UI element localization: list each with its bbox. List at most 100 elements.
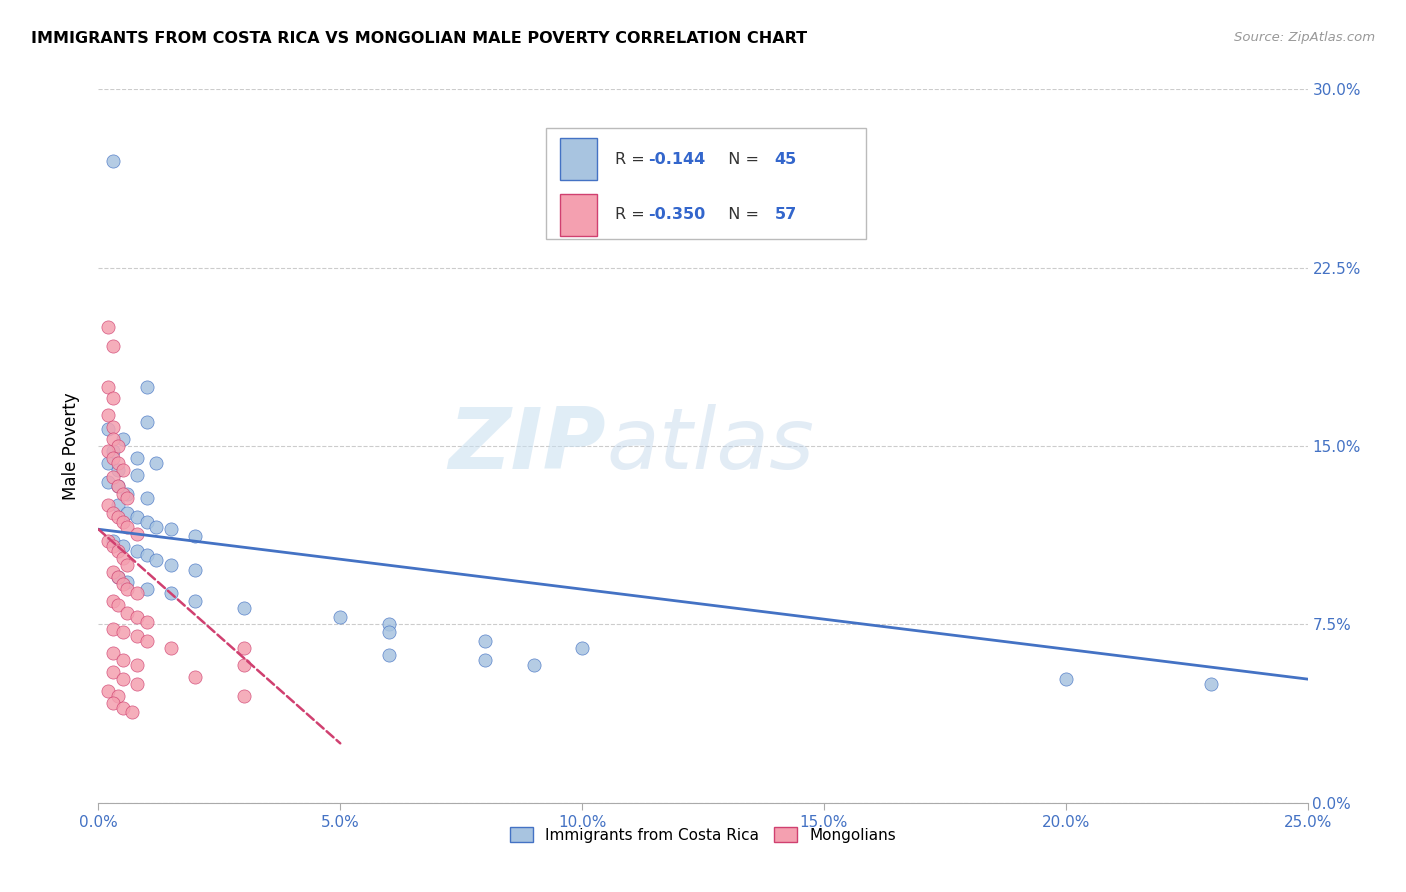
Point (160, 586, 183, 600)
Point (121, 706, 143, 720)
Point (101, 506, 124, 520)
Point (135, 615, 157, 629)
Point (97, 408, 120, 422)
Legend: Immigrants from Costa Rica, Mongolians: Immigrants from Costa Rica, Mongolians (503, 821, 903, 848)
Point (111, 432, 134, 446)
Text: -0.144: -0.144 (648, 152, 706, 167)
Point (127, 629, 149, 643)
Point (97, 443, 120, 458)
Point (127, 467, 149, 482)
Point (107, 479, 129, 493)
Point (117, 520, 139, 534)
Y-axis label: Male Poverty: Male Poverty (62, 392, 80, 500)
Point (160, 522, 183, 536)
Point (107, 456, 129, 470)
Point (111, 486, 134, 500)
Point (111, 700, 134, 714)
Point (117, 582, 139, 596)
Point (111, 653, 134, 667)
Point (127, 450, 149, 465)
Point (101, 696, 124, 710)
Point (107, 479, 129, 493)
Point (101, 450, 124, 465)
Point (135, 515, 157, 529)
Point (97, 684, 120, 698)
Point (111, 550, 134, 565)
Point (101, 153, 124, 168)
Point (97, 456, 120, 470)
Text: R =: R = (614, 152, 650, 167)
Point (97, 422, 120, 436)
Point (101, 420, 124, 434)
Point (107, 570, 129, 584)
Point (329, 610, 352, 624)
Point (101, 534, 124, 549)
Point (101, 593, 124, 607)
Point (117, 558, 139, 572)
Point (111, 539, 134, 553)
Point (117, 506, 139, 520)
Point (184, 593, 207, 607)
Point (127, 677, 149, 691)
Point (111, 577, 134, 591)
Point (127, 610, 149, 624)
Text: 57: 57 (775, 207, 797, 222)
Point (107, 499, 129, 513)
Point (145, 456, 167, 470)
Point (127, 586, 149, 600)
Bar (561, 138, 596, 180)
Point (107, 570, 129, 584)
Point (101, 539, 124, 553)
Point (117, 491, 139, 506)
Point (111, 463, 134, 477)
Text: IMMIGRANTS FROM COSTA RICA VS MONGOLIAN MALE POVERTY CORRELATION CHART: IMMIGRANTS FROM COSTA RICA VS MONGOLIAN … (31, 31, 807, 46)
Text: ZIP: ZIP (449, 404, 606, 488)
Point (101, 392, 124, 406)
Point (474, 653, 496, 667)
Point (107, 689, 129, 703)
Point (135, 379, 157, 393)
Text: 45: 45 (775, 152, 797, 167)
Point (107, 463, 129, 477)
Point (135, 549, 157, 563)
Point (117, 574, 139, 589)
Point (97, 320, 120, 334)
Point (135, 582, 157, 596)
Point (117, 606, 139, 620)
Point (101, 646, 124, 660)
Point (135, 634, 157, 648)
Point (232, 657, 254, 672)
Text: N =: N = (717, 152, 763, 167)
Point (111, 515, 134, 529)
Point (377, 648, 399, 663)
Point (111, 624, 134, 639)
Point (101, 470, 124, 484)
Point (127, 657, 149, 672)
Point (107, 439, 129, 453)
Text: Source: ZipAtlas.com: Source: ZipAtlas.com (1234, 31, 1375, 45)
Point (97, 534, 120, 549)
Point (184, 563, 207, 577)
Bar (561, 194, 596, 235)
Point (145, 520, 167, 534)
Point (232, 600, 254, 615)
Point (232, 689, 254, 703)
Point (127, 543, 149, 558)
Point (107, 510, 129, 524)
Point (135, 491, 157, 506)
Point (160, 641, 183, 656)
Point (101, 565, 124, 579)
Point (127, 527, 149, 541)
Point (232, 641, 254, 656)
Point (111, 672, 134, 686)
Point (101, 665, 124, 679)
Point (523, 657, 546, 672)
Point (1054, 672, 1077, 686)
Text: N =: N = (717, 207, 763, 222)
Point (117, 486, 139, 500)
Text: atlas: atlas (606, 404, 814, 488)
Point (101, 622, 124, 636)
Point (1199, 677, 1222, 691)
Point (97, 475, 120, 489)
Point (107, 543, 129, 558)
